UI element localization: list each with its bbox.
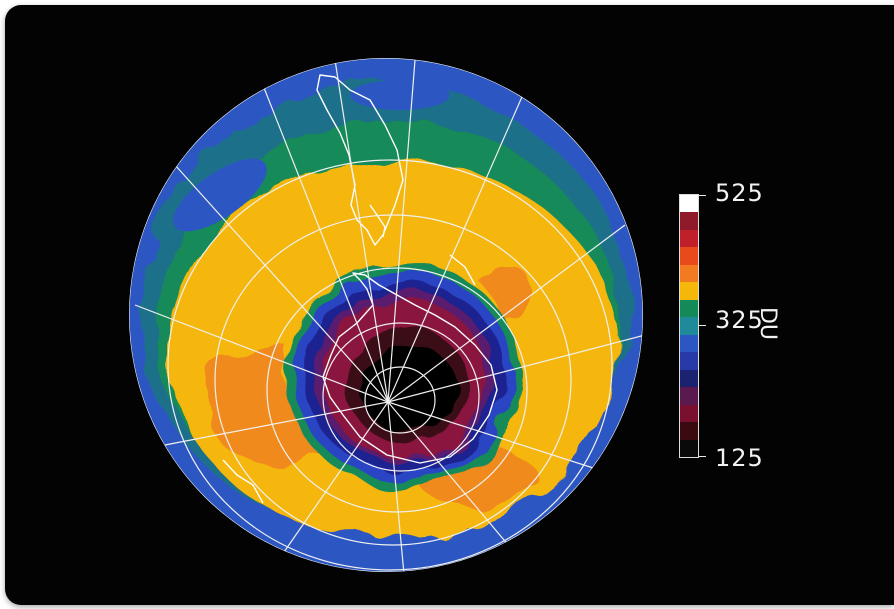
legend-swatch [680,369,698,388]
legend-swatch [680,264,698,283]
legend-swatch [680,334,698,353]
legend-tick [698,195,706,196]
color-scale-bar [679,194,699,458]
legend-min-label: 125 [715,444,764,472]
ozone-globe-map [129,58,643,572]
legend-swatch [680,352,698,370]
legend-swatch [680,229,698,248]
legend-max-label: 525 [715,179,764,207]
legend-swatch [680,404,698,423]
legend-tick [698,325,706,326]
legend-swatch [680,247,698,265]
graticule [129,58,643,572]
legend-mid-label: 325 [715,306,764,334]
image-frame: 525 325 125 DU [5,5,894,605]
legend-unit-label: DU [755,306,781,341]
color-scale-legend: 525 325 125 DU [673,181,813,477]
legend-swatch [680,439,698,458]
legend-swatch [680,422,698,440]
legend-swatch [680,317,698,335]
legend-swatch [680,212,698,230]
legend-swatch [680,282,698,300]
ozone-field [129,58,643,572]
legend-swatch [680,299,698,318]
coastlines [222,74,498,504]
legend-swatch [680,387,698,405]
legend-swatch [680,195,698,213]
legend-tick [698,456,706,457]
